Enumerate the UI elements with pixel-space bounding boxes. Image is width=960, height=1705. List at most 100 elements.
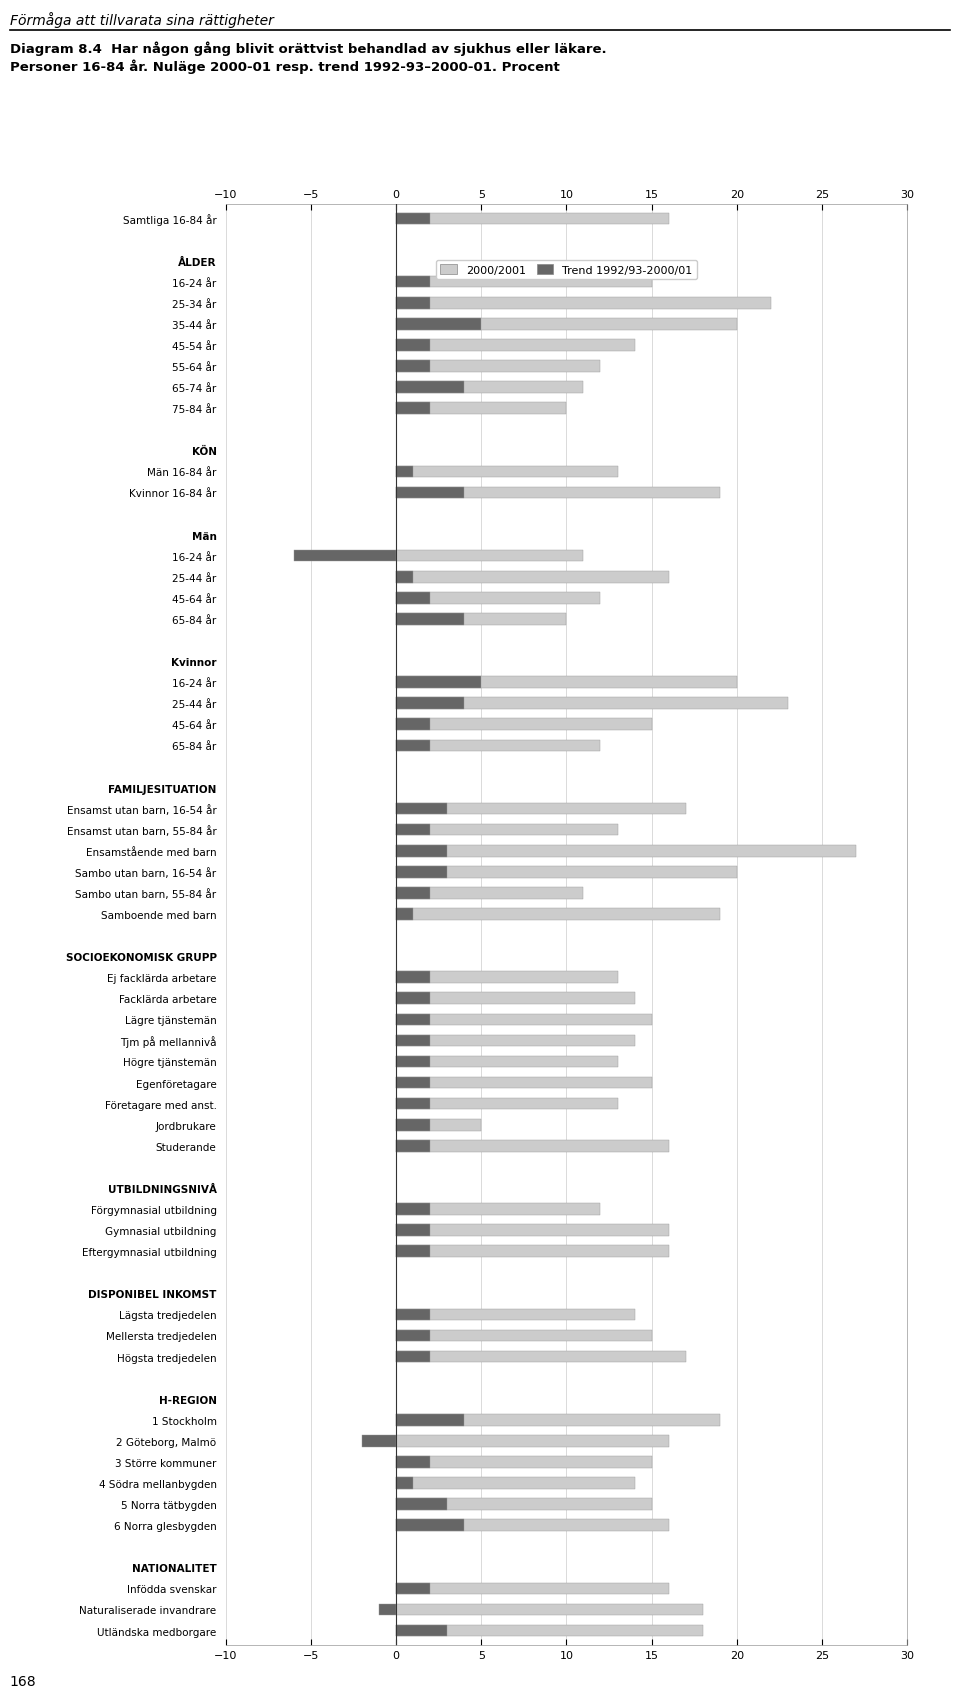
Bar: [396, 571, 413, 583]
Bar: [396, 593, 601, 604]
Bar: [396, 888, 584, 899]
Bar: [396, 1098, 430, 1110]
Bar: [396, 571, 668, 583]
Bar: [396, 465, 413, 477]
Bar: [396, 803, 685, 815]
Bar: [396, 992, 635, 1004]
Legend: 2000/2001, Trend 1992/93-2000/01: 2000/2001, Trend 1992/93-2000/01: [436, 261, 697, 280]
Bar: [396, 1141, 430, 1153]
Bar: [396, 382, 584, 394]
Bar: [396, 551, 584, 563]
Bar: [396, 677, 737, 689]
Bar: [396, 382, 465, 394]
Bar: [396, 1499, 652, 1511]
Bar: [396, 972, 430, 984]
Bar: [396, 1519, 465, 1531]
Bar: [396, 1413, 720, 1425]
Bar: [396, 1330, 652, 1342]
Bar: [396, 1204, 601, 1216]
Bar: [396, 1436, 668, 1448]
Bar: [396, 697, 465, 709]
Bar: [396, 361, 430, 373]
Text: Diagram 8.4  Har någon gång blivit orättvist behandlad av sjukhus eller läkare.: Diagram 8.4 Har någon gång blivit orättv…: [10, 41, 606, 56]
Bar: [396, 1456, 652, 1468]
Text: Personer 16-84 år. Nuläge 2000-01 resp. trend 1992-93–2000-01. Procent: Personer 16-84 år. Nuläge 2000-01 resp. …: [10, 60, 560, 75]
Text: 168: 168: [10, 1674, 36, 1688]
Bar: [396, 402, 566, 414]
Bar: [396, 1309, 430, 1320]
Bar: [396, 1014, 430, 1025]
Bar: [396, 614, 566, 626]
Bar: [396, 614, 465, 626]
Bar: [396, 1604, 703, 1615]
Bar: [396, 1055, 430, 1067]
Bar: [396, 972, 617, 984]
Bar: [396, 1035, 430, 1047]
Bar: [362, 1436, 396, 1448]
Bar: [396, 298, 430, 309]
Bar: [396, 992, 430, 1004]
Bar: [396, 677, 481, 689]
Bar: [396, 319, 737, 331]
Bar: [396, 888, 430, 899]
Bar: [396, 276, 430, 288]
Bar: [396, 1477, 413, 1488]
Bar: [396, 697, 788, 709]
Bar: [396, 1309, 635, 1320]
Bar: [396, 825, 430, 835]
Bar: [396, 740, 601, 752]
Bar: [396, 1118, 481, 1130]
Bar: [396, 339, 430, 351]
Bar: [396, 213, 668, 225]
Bar: [396, 1078, 652, 1089]
Bar: [396, 1519, 668, 1531]
Bar: [396, 1204, 430, 1216]
Bar: [396, 866, 737, 878]
Bar: [396, 1246, 668, 1257]
Bar: [379, 1604, 396, 1615]
Bar: [396, 1413, 465, 1425]
Bar: [396, 1055, 617, 1067]
Bar: [396, 1625, 703, 1637]
Bar: [396, 1014, 652, 1025]
Bar: [396, 319, 481, 331]
Bar: [396, 465, 617, 477]
Bar: [396, 593, 430, 604]
Bar: [396, 740, 430, 752]
Bar: [396, 213, 430, 225]
Bar: [396, 276, 652, 288]
Bar: [396, 1350, 685, 1362]
Bar: [396, 803, 447, 815]
Bar: [396, 1582, 430, 1594]
Text: Förmåga att tillvarata sina rättigheter: Förmåga att tillvarata sina rättigheter: [10, 12, 274, 27]
Bar: [396, 1224, 430, 1236]
Bar: [396, 402, 430, 414]
Bar: [396, 361, 601, 373]
Bar: [396, 866, 447, 878]
Bar: [396, 1330, 430, 1342]
Bar: [396, 339, 635, 351]
Bar: [396, 1224, 668, 1236]
Bar: [396, 488, 720, 500]
Bar: [396, 1456, 430, 1468]
Bar: [396, 1246, 430, 1257]
Bar: [396, 1118, 430, 1130]
Bar: [396, 1098, 617, 1110]
Bar: [396, 1582, 668, 1594]
Bar: [396, 846, 447, 858]
Bar: [396, 1141, 668, 1153]
Bar: [396, 1035, 635, 1047]
Bar: [396, 488, 465, 500]
Bar: [396, 909, 720, 921]
Bar: [294, 551, 396, 563]
Bar: [396, 720, 430, 731]
Bar: [396, 909, 413, 921]
Bar: [396, 720, 652, 731]
Bar: [396, 1078, 430, 1089]
Bar: [396, 298, 771, 309]
Bar: [396, 846, 856, 858]
Bar: [396, 1350, 430, 1362]
Bar: [396, 1499, 447, 1511]
Bar: [396, 1477, 635, 1488]
Bar: [396, 825, 617, 835]
